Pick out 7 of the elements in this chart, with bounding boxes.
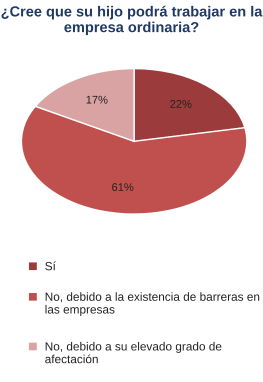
chart-title: ¿Cree que su hijo podrá trabajar en la empresa ordinaria? (1, 6, 262, 36)
legend-label: No, debido a la existencia de barreras en las empresas (46, 292, 260, 316)
legend-label: Sí (45, 262, 56, 270)
legend-label: No, debido a su elevado grado de afectación (45, 342, 222, 364)
data-label: 17% (86, 96, 108, 104)
data-label: 22% (170, 100, 192, 108)
data-label: 61% (112, 183, 134, 192)
